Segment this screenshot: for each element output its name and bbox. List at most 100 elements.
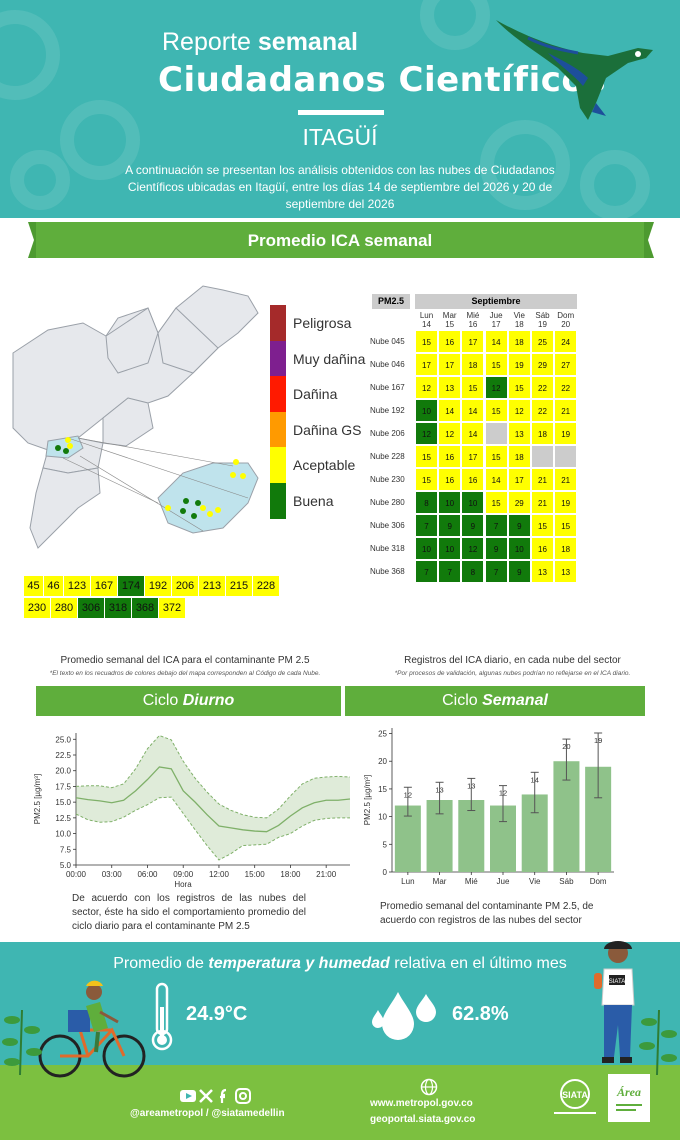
table-cell: 16 xyxy=(438,445,462,468)
x-tick-label: 06:00 xyxy=(137,870,158,879)
table-cell: 21 xyxy=(531,491,554,514)
bar-value-label: 12 xyxy=(499,789,507,798)
x-tick-label: Lun xyxy=(401,877,414,886)
table-cell: 16 xyxy=(531,537,554,560)
x-tick-label: Mar xyxy=(433,877,447,886)
legend-label: Muy dañina xyxy=(293,350,366,367)
station-code-chip: 372 xyxy=(159,598,185,618)
tab-weekly-cycle: Ciclo Semanal xyxy=(345,686,645,716)
station-code-chip: 174 xyxy=(118,576,144,596)
day-name: Sáb xyxy=(535,311,550,320)
x-tick-label: Sáb xyxy=(559,877,574,886)
table-cell: 29 xyxy=(531,353,554,376)
station-code-chip: 213 xyxy=(199,576,225,596)
footer-ground xyxy=(0,1065,680,1140)
table-cell: 9 xyxy=(461,514,485,537)
table-cell: 15 xyxy=(484,491,508,514)
facebook-icon xyxy=(220,1088,227,1103)
table-cell: 12 xyxy=(438,422,462,445)
table-cell: 7 xyxy=(438,560,462,583)
table-cell: 27 xyxy=(554,353,578,376)
bar-value-label: 13 xyxy=(467,781,475,790)
day-number: 20 xyxy=(561,320,571,329)
station-code-chip: 215 xyxy=(226,576,252,596)
table-cell: 13 xyxy=(531,560,554,583)
title-divider xyxy=(298,110,384,115)
day-name: Mar xyxy=(442,311,457,320)
bar-value-label: 13 xyxy=(435,785,443,794)
station-code-chip: 45 xyxy=(24,576,43,596)
table-row-label: Nube 228 xyxy=(370,452,405,461)
table-cell: 7 xyxy=(484,560,508,583)
table-cell: 17 xyxy=(461,445,485,468)
report-title: Reporte semanal xyxy=(162,28,358,56)
person-illustration: SIATA xyxy=(594,941,635,1063)
station-code-chip: 228 xyxy=(253,576,279,596)
intro-text: A continuación se presentan los análisis… xyxy=(125,163,555,211)
y-tick-label: 12.5 xyxy=(55,814,71,823)
y-axis-label: PM2.5 [µg/m³] xyxy=(33,774,42,824)
legend-label: Peligrosa xyxy=(293,315,352,331)
map-caption-note: *El texto en los recuadros de colores de… xyxy=(49,670,321,677)
table-cell: 12 xyxy=(484,376,508,399)
plant-right-icon xyxy=(639,1009,677,1075)
table-cell: 14 xyxy=(461,422,485,445)
legend-swatch xyxy=(270,305,286,341)
station-code-chip: 123 xyxy=(64,576,90,596)
table-cell: 16 xyxy=(438,468,462,491)
table-row-label: Nube 280 xyxy=(370,498,405,507)
table-cell: 19 xyxy=(507,353,531,376)
report-subtitle: Ciudadanos Científicos xyxy=(158,60,606,100)
globe-icon xyxy=(420,1078,438,1096)
map-station-markers xyxy=(55,437,246,519)
day-name: Dom xyxy=(557,311,575,320)
region-map xyxy=(12,285,259,549)
day-name: Vie xyxy=(513,311,525,320)
table-row-label: Nube 167 xyxy=(370,383,405,392)
table-cell: 10 xyxy=(438,537,462,560)
day-number: 16 xyxy=(468,320,478,329)
table-cell: 12 xyxy=(507,399,531,422)
station-code-chip: 306 xyxy=(78,598,104,618)
day-header: Sáb 19 xyxy=(531,311,554,329)
table-row-label: Nube 318 xyxy=(370,544,405,553)
table-cell: 22 xyxy=(554,376,578,399)
table-cell: 15 xyxy=(484,445,508,468)
y-tick-label: 17.5 xyxy=(55,782,71,791)
day-name: Lun xyxy=(419,311,434,320)
table-cell: 8 xyxy=(461,560,485,583)
table-cell: 12 xyxy=(415,376,438,399)
social-handles: @areametropol / @siatamedellin xyxy=(130,1108,285,1119)
table-cell: 14 xyxy=(461,399,485,422)
map-caption: Promedio semanal del ICA para el contami… xyxy=(60,655,310,666)
table-cell: 10 xyxy=(507,537,531,560)
table-row-label: Nube 046 xyxy=(370,360,405,369)
banner-left-tab xyxy=(28,222,38,258)
table-cell: 16 xyxy=(438,330,462,353)
y-tick-label: 5 xyxy=(383,840,388,849)
plant-left-icon xyxy=(2,1009,42,1075)
table-row-label: Nube 306 xyxy=(370,521,405,530)
lower-bound-line xyxy=(75,796,350,861)
table-cell: 14 xyxy=(484,330,508,353)
area-metropolitana-logo: Área xyxy=(608,1074,650,1122)
legend-label: Dañina xyxy=(293,386,338,402)
day-header: Mié 16 xyxy=(461,311,484,329)
table-month-header: Septiembre xyxy=(415,294,577,309)
legend-swatch xyxy=(270,482,286,519)
table-cell: 13 xyxy=(438,376,462,399)
social-icons xyxy=(180,1088,251,1104)
y-tick-label: 5.0 xyxy=(60,861,72,870)
y-tick-label: 10 xyxy=(378,813,387,822)
url-metropol[interactable]: www.metropol.gov.co xyxy=(370,1098,473,1109)
y-tick-label: 15.0 xyxy=(55,798,71,807)
x-tick-label: Jue xyxy=(497,877,510,886)
cyclist-illustration xyxy=(38,980,146,1078)
legend-label: Buena xyxy=(293,492,334,509)
url-geoportal[interactable]: geoportal.siata.gov.co xyxy=(370,1114,476,1125)
table-cell: 15 xyxy=(484,399,508,422)
day-header: Lun 14 xyxy=(415,311,438,329)
x-tick-label: 18:00 xyxy=(280,870,301,879)
legend-swatch xyxy=(270,447,286,483)
tab-diurnal-cycle: Ciclo Diurno xyxy=(36,686,341,716)
